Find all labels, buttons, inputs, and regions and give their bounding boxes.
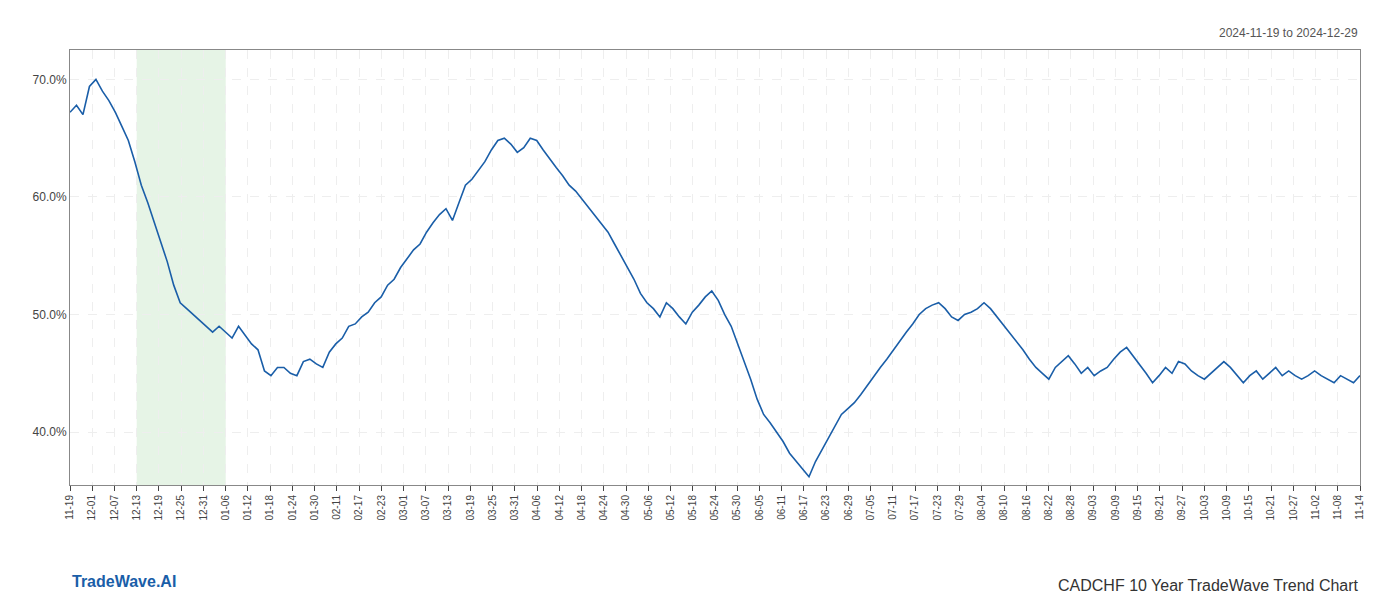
svg-text:70.0%: 70.0% [33,73,67,87]
svg-text:10-15: 10-15 [1243,495,1254,521]
svg-text:08-16: 08-16 [1021,495,1032,521]
svg-text:TradeWave.AI: TradeWave.AI [72,573,176,590]
svg-text:06-17: 06-17 [798,495,809,521]
svg-text:40.0%: 40.0% [33,425,67,439]
svg-text:04-12: 04-12 [554,495,565,521]
svg-text:01-06: 01-06 [220,495,231,521]
svg-text:03-07: 03-07 [420,495,431,521]
svg-text:03-13: 03-13 [442,495,453,521]
svg-text:05-18: 05-18 [687,495,698,521]
svg-text:04-24: 04-24 [598,495,609,521]
svg-text:06-05: 06-05 [754,495,765,521]
svg-text:07-29: 07-29 [954,495,965,521]
svg-text:02-11: 02-11 [331,495,342,520]
svg-text:03-25: 03-25 [487,495,498,521]
svg-text:05-30: 05-30 [731,495,742,521]
svg-text:09-15: 09-15 [1132,495,1143,521]
svg-text:04-18: 04-18 [576,495,587,521]
svg-text:08-10: 08-10 [998,495,1009,521]
svg-text:02-17: 02-17 [353,495,364,521]
svg-text:07-05: 07-05 [865,495,876,521]
svg-text:07-17: 07-17 [909,495,920,521]
svg-text:07-23: 07-23 [932,495,943,521]
svg-text:CADCHF 10 Year TradeWave Trend: CADCHF 10 Year TradeWave Trend Chart [1058,577,1359,594]
svg-text:06-11: 06-11 [776,495,787,520]
svg-text:09-09: 09-09 [1110,495,1121,521]
svg-text:07-11: 07-11 [887,495,898,520]
svg-text:05-12: 05-12 [665,495,676,521]
svg-text:50.0%: 50.0% [33,308,67,322]
svg-text:01-30: 01-30 [309,495,320,521]
svg-text:11-19: 11-19 [64,495,75,520]
svg-text:10-21: 10-21 [1265,495,1276,521]
svg-text:03-19: 03-19 [465,495,476,521]
svg-text:60.0%: 60.0% [33,190,67,204]
svg-text:03-31: 03-31 [509,495,520,521]
svg-text:06-23: 06-23 [820,495,831,521]
svg-text:09-27: 09-27 [1176,495,1187,521]
svg-text:01-12: 01-12 [242,495,253,521]
svg-text:10-09: 10-09 [1221,495,1232,521]
svg-text:06-29: 06-29 [843,495,854,521]
svg-text:04-06: 04-06 [531,495,542,521]
svg-text:12-25: 12-25 [175,495,186,521]
svg-text:09-03: 09-03 [1087,495,1098,521]
svg-text:05-06: 05-06 [643,495,654,521]
svg-text:10-03: 10-03 [1199,495,1210,521]
svg-text:01-24: 01-24 [287,495,298,521]
svg-text:08-28: 08-28 [1065,495,1076,521]
svg-text:08-04: 08-04 [976,495,987,521]
svg-text:04-30: 04-30 [620,495,631,521]
svg-text:11-14: 11-14 [1354,495,1365,520]
svg-text:12-13: 12-13 [131,495,142,521]
svg-text:12-07: 12-07 [109,495,120,521]
svg-text:08-22: 08-22 [1043,495,1054,521]
svg-text:11-08: 11-08 [1332,495,1343,520]
svg-text:2024-11-19 to 2024-12-29: 2024-11-19 to 2024-12-29 [1219,26,1358,40]
svg-text:12-01: 12-01 [86,495,97,521]
svg-text:05-24: 05-24 [709,495,720,521]
svg-text:09-21: 09-21 [1154,495,1165,521]
svg-text:03-01: 03-01 [398,495,409,521]
svg-text:02-23: 02-23 [376,495,387,521]
svg-text:12-31: 12-31 [198,495,209,521]
svg-text:01-18: 01-18 [264,495,275,521]
svg-text:12-19: 12-19 [153,495,164,521]
svg-text:11-02: 11-02 [1310,495,1321,520]
svg-text:10-27: 10-27 [1288,495,1299,521]
